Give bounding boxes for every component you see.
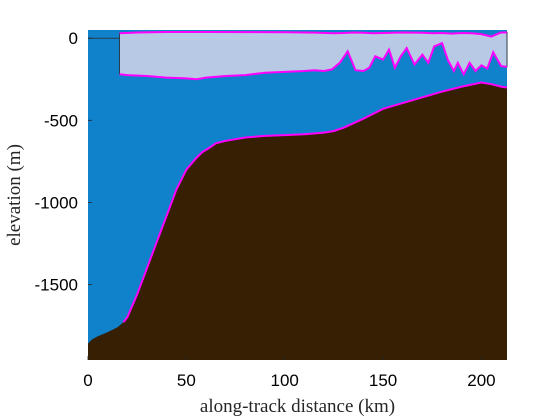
x-axis-ticks: 0 50 100 150 200 xyxy=(83,356,496,390)
y-tick-label: 0 xyxy=(69,29,78,48)
y-axis-ticks: 0 -500 -1000 -1500 xyxy=(35,29,92,294)
x-tick-label: 100 xyxy=(271,371,299,390)
x-tick-label: 50 xyxy=(177,371,196,390)
ice-base-line xyxy=(119,41,508,81)
y-tick-label: -500 xyxy=(44,111,78,130)
x-tick-label: 200 xyxy=(467,371,495,390)
x-tick-label: 0 xyxy=(83,371,92,390)
plot-area xyxy=(88,30,508,360)
x-tick-label: 150 xyxy=(369,371,397,390)
y-tick-label: -1500 xyxy=(35,275,78,294)
bed-line xyxy=(122,81,508,323)
bedrock-fill xyxy=(88,82,507,360)
y-tick-label: -1000 xyxy=(35,193,78,212)
y-axis-label: elevation (m) xyxy=(4,144,25,246)
x-axis-label: along-track distance (km) xyxy=(200,396,395,417)
ice-surface-line xyxy=(119,31,507,38)
